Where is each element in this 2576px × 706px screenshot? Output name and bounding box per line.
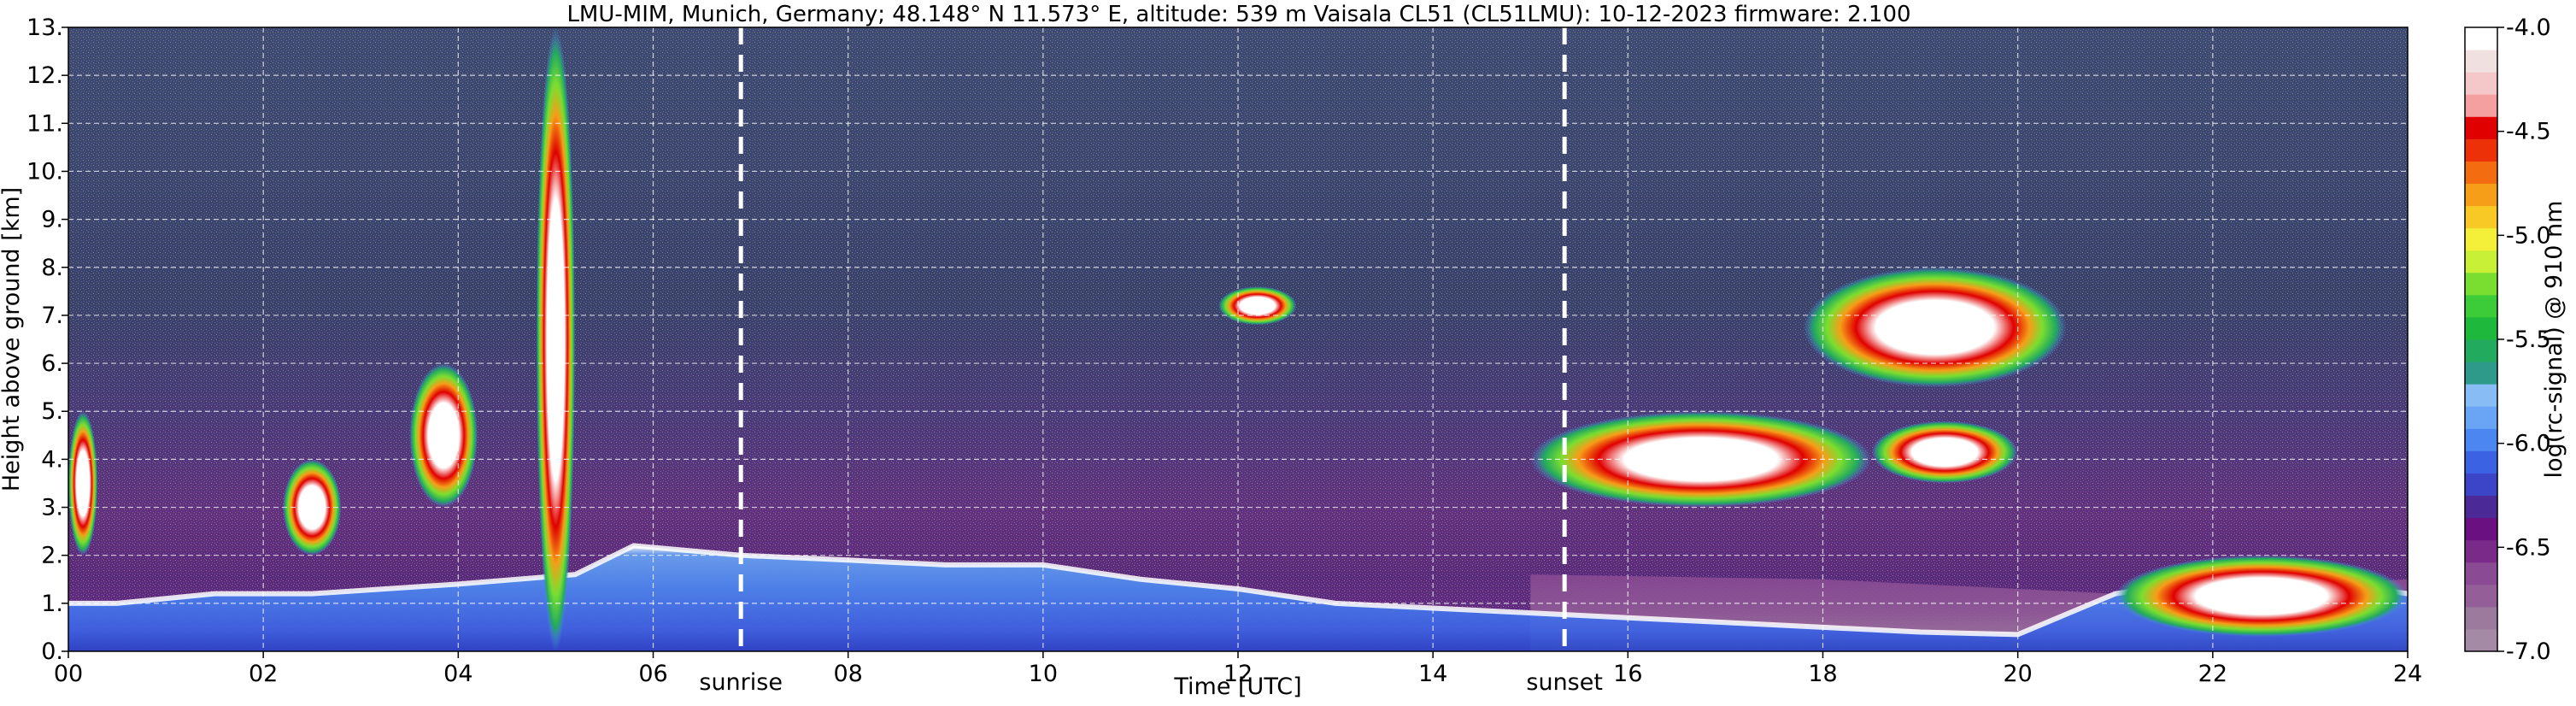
colorbar: -4.0 -4.5 -5.0 -5.5 -6.0 -6.5 -7.0 (2464, 15, 2551, 665)
chart-title: LMU-MIM, Munich, Germany; 48.148° N 11.5… (566, 2, 1910, 27)
y-axis-label: Height above ground [km] (0, 187, 25, 491)
colorbar-segment (2465, 116, 2497, 139)
colorbar-segment (2465, 606, 2497, 630)
plot-area (67, 26, 2409, 652)
colorbar-segment (2465, 428, 2497, 451)
y-tick-label: 4. (41, 446, 63, 473)
x-tick-label: 06 (638, 661, 667, 687)
colorbar-tick-label: -5.0 (2506, 222, 2551, 249)
colorbar-segment (2465, 450, 2497, 474)
grid-lines (68, 27, 2408, 651)
colorbar-tick-label: -5.5 (2506, 327, 2551, 353)
colorbar-segment (2465, 294, 2497, 318)
colorbar-segment (2465, 517, 2497, 541)
x-tick-label: 02 (249, 661, 278, 687)
colorbar-segment (2465, 227, 2497, 251)
colorbar-segment (2465, 205, 2497, 229)
colorbar-tick-label: -7.0 (2506, 638, 2551, 665)
colorbar-tick-label: -4.0 (2506, 15, 2551, 41)
colorbar-segment (2465, 362, 2497, 385)
colorbar-segment (2465, 272, 2497, 296)
colorbar-segment (2465, 50, 2497, 73)
colorbar-segment (2465, 138, 2497, 162)
x-tick-label: 00 (54, 661, 83, 687)
boundary-layer-aerosol (68, 545, 2408, 651)
colorbar-segment (2465, 473, 2497, 496)
colorbar-segment (2465, 628, 2497, 652)
y-tick-label: 9. (41, 207, 63, 233)
y-tick-label: 5. (41, 398, 63, 425)
cloud-layer (68, 411, 98, 556)
x-tick-label: 12 (1223, 661, 1253, 687)
y-tick-label: 13. (26, 15, 63, 41)
colorbar-segment (2465, 161, 2497, 184)
colorbar-segment (2465, 183, 2497, 207)
x-axis-label: Time [UTC] (1173, 674, 1301, 700)
y-tick-label: 3. (41, 495, 63, 521)
x-tick-label: 10 (1029, 661, 1058, 687)
colorbar-segment (2465, 584, 2497, 608)
colorbar-segment (2465, 539, 2497, 563)
cloud-layer (536, 27, 576, 651)
colorbar-tick-label: -4.5 (2506, 119, 2551, 145)
x-tick-label: 08 (833, 661, 862, 687)
x-tick-label: 16 (1613, 661, 1642, 687)
y-tick-label: 11. (26, 110, 63, 137)
colorbar-segment (2465, 384, 2497, 407)
cloud-layer (2115, 555, 2408, 638)
colorbar-segment (2465, 94, 2497, 117)
y-tick-label: 10. (26, 158, 63, 185)
annotation-lines (738, 27, 1567, 651)
y-tick-label: 8. (41, 255, 63, 281)
x-tick-label: 04 (443, 661, 472, 687)
y-tick-label: 7. (41, 303, 63, 329)
cloud-layer (1218, 286, 1297, 326)
y-tick-label: 1. (41, 591, 63, 617)
annotation-label: sunset (1526, 669, 1603, 696)
colorbar-segment (2465, 27, 2497, 50)
colorbar-segment (2465, 339, 2497, 362)
x-tick-label: 22 (2198, 661, 2227, 687)
y-tick-label: 0. (41, 638, 63, 665)
cloud-layer (1803, 267, 2067, 388)
y-tick-label: 2. (41, 543, 63, 569)
colorbar-tick-label: -6.5 (2506, 534, 2551, 561)
colorbar-segment (2465, 562, 2497, 585)
y-axis-ticks: 0. 1. 2. 3. 4. 5. 6. 7. 8. 9. 10. 11. 12. 13. (26, 15, 68, 665)
colorbar-segment (2465, 72, 2497, 95)
colorbar-segment (2465, 406, 2497, 429)
x-tick-label: 24 (2393, 661, 2422, 687)
colorbar-segment (2465, 495, 2497, 519)
x-axis-ticks: 00 02 04 06 08 10 12 14 16 18 20 22 24 (54, 651, 2422, 687)
colorbar-tick-label: -6.0 (2506, 431, 2551, 457)
colorbar-segment (2465, 250, 2497, 274)
cloud-layer (1871, 421, 2018, 484)
y-tick-label: 6. (41, 350, 63, 377)
cloud-layer (409, 363, 478, 508)
y-tick-label: 12. (26, 62, 63, 89)
annotation-label: sunrise (699, 669, 783, 696)
x-tick-label: 14 (1418, 661, 1447, 687)
colorbar-segment (2465, 316, 2497, 340)
colorbar-label: log(rc-signal) @ 910 nm (2541, 201, 2567, 479)
x-tick-label: 20 (2003, 661, 2032, 687)
x-tick-label: 18 (1808, 661, 1837, 687)
